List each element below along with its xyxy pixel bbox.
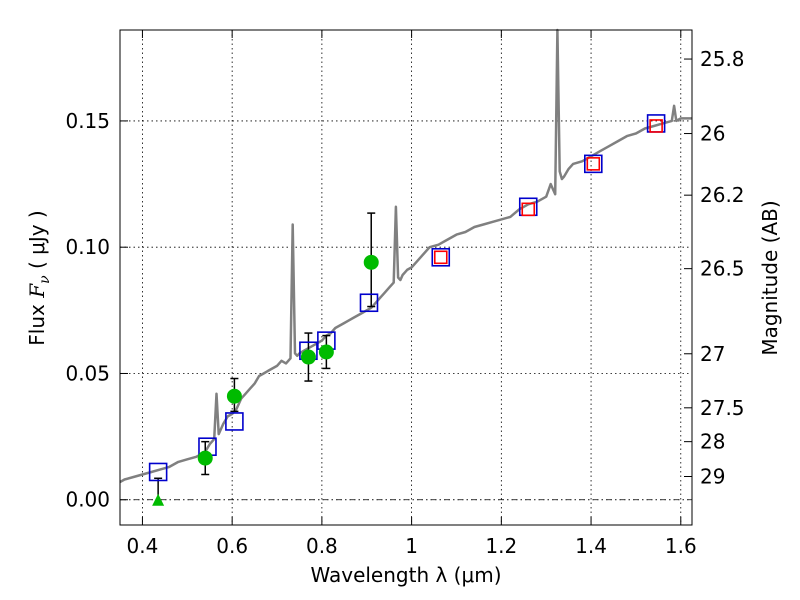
- y-axis-label-prefix: Flux: [25, 298, 49, 346]
- x-axis-label: Wavelength λ (μm): [310, 563, 501, 587]
- y2-tick-label: 28: [700, 430, 725, 454]
- observed-point: [318, 344, 334, 360]
- y-axis-label-sub: ν: [37, 275, 53, 284]
- x-tick-label: 1.4: [575, 534, 607, 558]
- x-ticks: 0.4 0.6 0.8 1 1.2 1.4 1.6: [127, 30, 697, 558]
- x-tick-label: 0.6: [216, 534, 248, 558]
- y2-tick-label: 29: [700, 465, 725, 489]
- x-tick-label: 1.6: [665, 534, 697, 558]
- observed-point: [226, 388, 242, 404]
- y2-tick-label: 27.5: [700, 396, 745, 420]
- x-tick-label: 0.8: [306, 534, 338, 558]
- y-ticks: 0.00 0.05 0.10 0.15: [65, 109, 128, 512]
- spectrum-line: [119, 28, 692, 484]
- y-tick-label: 0.05: [65, 361, 110, 385]
- upper-limit-point: [152, 493, 165, 506]
- model-point: [359, 293, 379, 313]
- observed-point: [363, 254, 379, 270]
- model-point: [584, 154, 603, 174]
- y-axis-label-var: F: [25, 283, 49, 299]
- model-point: [431, 247, 451, 267]
- model-point: [148, 462, 168, 482]
- x-tick-label: 1.2: [485, 534, 517, 558]
- observed-point: [300, 349, 316, 365]
- y-tick-label: 0.15: [65, 109, 110, 133]
- nir-point: [521, 202, 536, 217]
- y2-ticks: 25.8 26 26.2 26.5 27 27.5 28 29: [684, 47, 745, 489]
- y2-tick-label: 27: [700, 342, 725, 366]
- nir-point: [649, 119, 663, 133]
- x-tick-label: 1: [405, 534, 418, 558]
- y-tick-label: 0.10: [65, 235, 110, 259]
- y2-axis-label: Magnitude (AB): [758, 200, 782, 355]
- y2-tick-label: 25.8: [700, 47, 745, 71]
- spectrum-group: [119, 28, 692, 484]
- y-tick-label: 0.00: [65, 488, 110, 512]
- y2-tick-label: 26.2: [700, 183, 745, 207]
- observed-point: [197, 450, 213, 466]
- y2-tick-label: 26.5: [700, 257, 745, 281]
- y-axis-label: Flux Fν ( μJy ): [25, 210, 53, 345]
- y2-tick-label: 26: [700, 122, 725, 146]
- y-axis-label-unit: ( μJy ): [25, 210, 49, 275]
- nir-point: [433, 250, 448, 265]
- x-tick-label: 0.4: [127, 534, 159, 558]
- markers-group: [148, 114, 666, 506]
- model-point: [225, 412, 244, 431]
- nir-point: [586, 157, 601, 171]
- grid: [120, 30, 692, 525]
- plot-frame: [119, 29, 693, 526]
